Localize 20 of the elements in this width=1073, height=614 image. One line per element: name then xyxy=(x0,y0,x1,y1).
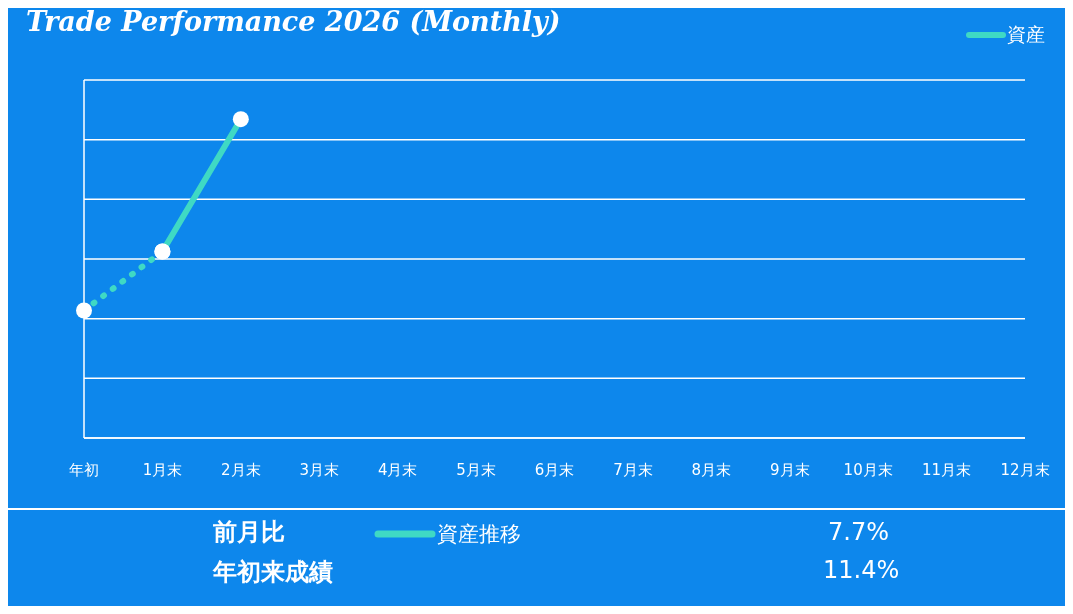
x-tick-label: 9月末 xyxy=(769,460,810,479)
x-tick-label: 6月末 xyxy=(534,460,575,479)
x-tick-label: 12月末 xyxy=(1000,460,1050,479)
text: 11.4% xyxy=(823,556,900,584)
x-tick-label: 8月末 xyxy=(691,460,732,479)
x-tick-label: 年初 xyxy=(69,460,99,479)
text: 前月比 xyxy=(213,517,285,548)
legend-label: 資産 xyxy=(1007,22,1045,47)
x-tick-label: 5月末 xyxy=(456,460,496,479)
x-tick-label: 10月末 xyxy=(843,460,893,479)
text: 資産推移 xyxy=(437,521,521,548)
x-tick-label: 3月末 xyxy=(299,460,340,479)
chart-title: Trade Performance 2026 (Monthly) xyxy=(26,6,561,37)
x-tick-label: 4月末 xyxy=(377,460,418,479)
x-tick-label: 2月末 xyxy=(221,460,261,479)
x-tick-label: 7月末 xyxy=(613,460,653,479)
x-tick-label: 1月末 xyxy=(142,460,183,479)
x-tick-label: 11月末 xyxy=(922,460,972,479)
text: 年初来成績 xyxy=(213,557,333,588)
text: 7.7% xyxy=(828,518,889,546)
